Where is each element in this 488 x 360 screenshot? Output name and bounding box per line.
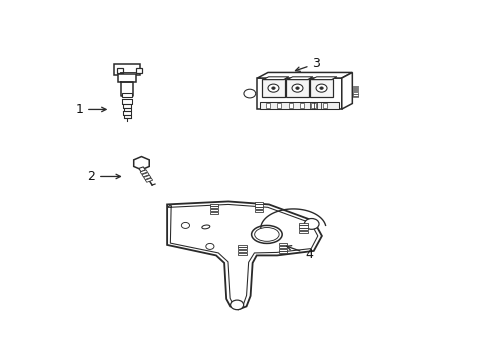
Bar	[299, 228, 307, 230]
Bar	[209, 212, 218, 214]
Bar	[352, 96, 357, 97]
Bar	[259, 102, 339, 109]
FancyBboxPatch shape	[310, 79, 332, 97]
FancyBboxPatch shape	[136, 68, 142, 73]
FancyBboxPatch shape	[262, 79, 284, 97]
Polygon shape	[143, 175, 151, 180]
Bar	[209, 203, 218, 206]
Circle shape	[230, 300, 243, 310]
Ellipse shape	[202, 225, 209, 229]
Bar	[238, 247, 246, 249]
Circle shape	[315, 84, 326, 92]
Bar	[277, 103, 281, 108]
Circle shape	[304, 219, 318, 229]
Text: 1: 1	[75, 103, 106, 116]
Circle shape	[205, 243, 214, 249]
Bar	[322, 103, 326, 108]
Polygon shape	[263, 77, 288, 80]
Polygon shape	[145, 178, 152, 182]
Bar	[299, 225, 307, 228]
Circle shape	[271, 87, 275, 89]
Text: 3: 3	[295, 57, 320, 71]
Bar	[352, 94, 357, 95]
Polygon shape	[167, 204, 317, 306]
Bar	[299, 231, 307, 233]
Polygon shape	[311, 77, 336, 80]
Text: 2: 2	[87, 170, 120, 183]
Bar	[279, 243, 286, 245]
Polygon shape	[133, 157, 149, 170]
Bar	[238, 244, 246, 247]
Polygon shape	[139, 167, 145, 172]
Bar	[299, 223, 307, 225]
Bar	[265, 103, 269, 108]
FancyBboxPatch shape	[286, 79, 308, 97]
Circle shape	[267, 84, 278, 92]
Text: 4: 4	[286, 246, 312, 261]
Polygon shape	[167, 202, 321, 309]
Bar	[209, 206, 218, 208]
Bar	[352, 88, 357, 89]
Circle shape	[319, 87, 323, 89]
Polygon shape	[287, 77, 312, 80]
Circle shape	[291, 84, 303, 92]
FancyBboxPatch shape	[118, 74, 136, 82]
Polygon shape	[341, 72, 351, 109]
Bar	[254, 204, 262, 207]
FancyBboxPatch shape	[122, 93, 132, 96]
Polygon shape	[142, 172, 149, 177]
Ellipse shape	[254, 228, 279, 241]
Bar	[300, 103, 304, 108]
Bar	[238, 253, 246, 255]
Bar	[254, 207, 262, 209]
Bar	[311, 103, 315, 108]
Bar	[257, 78, 341, 109]
Circle shape	[295, 87, 299, 89]
Bar	[254, 202, 262, 204]
Bar	[279, 246, 286, 248]
Bar	[279, 251, 286, 253]
Circle shape	[244, 89, 255, 98]
Bar	[209, 209, 218, 211]
Bar	[352, 92, 357, 94]
Polygon shape	[257, 72, 351, 78]
Ellipse shape	[251, 225, 282, 243]
Bar	[288, 103, 292, 108]
Bar	[279, 248, 286, 251]
Polygon shape	[140, 170, 147, 174]
Circle shape	[181, 222, 189, 229]
FancyBboxPatch shape	[114, 64, 140, 75]
Bar	[352, 86, 357, 87]
Bar	[238, 250, 246, 252]
FancyBboxPatch shape	[117, 68, 123, 73]
Bar	[254, 210, 262, 212]
Bar	[352, 90, 357, 91]
